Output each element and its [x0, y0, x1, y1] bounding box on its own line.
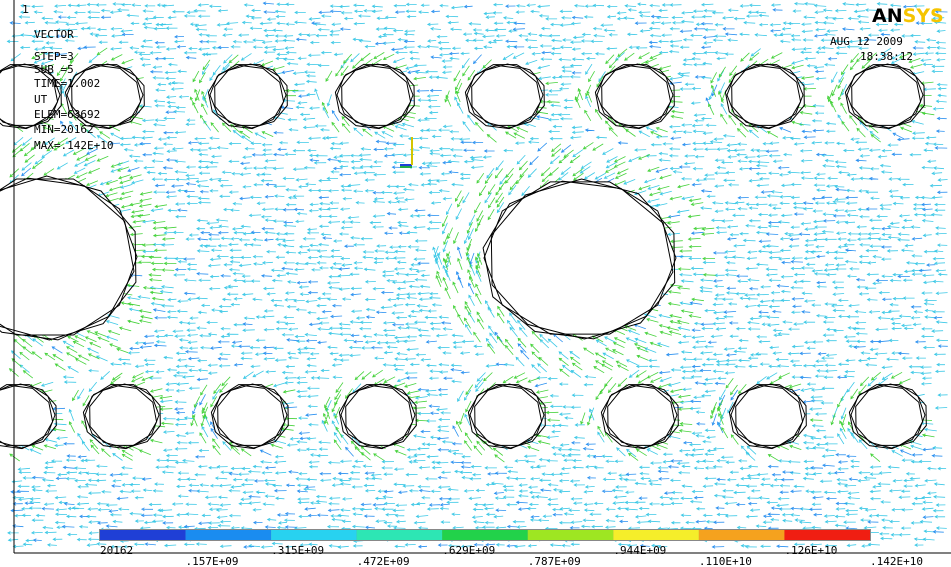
info-line: TIME=1.002: [34, 77, 100, 90]
info-line: UT: [34, 93, 48, 106]
date: AUG 12 2009: [830, 35, 903, 48]
info-line: MAX=.142E+10: [34, 139, 113, 152]
legend-label: .944E+09: [613, 544, 666, 557]
legend-label: .472E+09: [357, 555, 410, 567]
hole-outline: [728, 384, 804, 450]
logo: ANSYS: [872, 5, 944, 27]
legend-swatch: [613, 530, 699, 540]
legend-label: .126E+10: [784, 544, 837, 557]
arrows-blue: [9, 1, 948, 549]
legend-swatch: [185, 530, 272, 540]
hole-outline: [0, 175, 137, 341]
legend: 20162 .315E+09 .629E+09 .944E+09 .126E+10 .15…: [99, 529, 923, 567]
logo-sys: SYS: [903, 5, 944, 27]
hole-outline: [82, 384, 158, 450]
hole-outline: [848, 384, 924, 450]
legend-label: .787E+09: [528, 555, 581, 567]
legend-label: 20162: [100, 544, 133, 557]
legend-swatch: [784, 530, 870, 540]
hole-outline: [483, 181, 677, 335]
hole-outline: [0, 177, 135, 341]
legend-label: .110E+10: [699, 555, 752, 567]
legend-swatch: [698, 530, 785, 540]
hole-outline: [334, 64, 412, 130]
hole-outline: [338, 384, 414, 450]
legend-swatch: [527, 530, 614, 540]
hole-outline: [464, 64, 542, 130]
legend-label: .629E+09: [442, 544, 495, 557]
hole-outline: [724, 64, 802, 130]
legend-swatch: [100, 530, 186, 540]
hole-outline: [467, 384, 543, 450]
hole-outline: [64, 64, 142, 130]
hole-outline: [594, 64, 672, 130]
hole-outline: [600, 384, 676, 450]
legend-swatch: [442, 530, 528, 540]
hole-outline: [210, 384, 286, 450]
legend-swatch: [356, 530, 443, 540]
window-number: 1: [22, 3, 29, 16]
holes: [0, 63, 927, 450]
hole-outline: [482, 180, 674, 340]
info-line: VECTOR: [34, 28, 74, 41]
hole-outline: [490, 178, 676, 340]
hole-outline: [207, 64, 285, 130]
time: 18:38:12: [860, 50, 913, 63]
arrows-cyan: [6, 1, 949, 549]
info-line: ELEM=63692: [34, 108, 100, 121]
info-line: SUB =5: [34, 63, 74, 76]
hole-outline: [0, 384, 54, 450]
legend-label: .315E+09: [271, 544, 324, 557]
hole-outline: [0, 64, 59, 130]
logo-an: AN: [872, 5, 903, 27]
hole-outline: [0, 178, 138, 336]
info-line: MIN=20162: [34, 123, 94, 136]
hole-outline: [844, 64, 922, 130]
info-line: STEP=3: [34, 50, 74, 63]
legend-label: .157E+09: [186, 555, 239, 567]
axis-triad: [400, 137, 413, 168]
legend-swatch: [271, 530, 357, 540]
legend-label: .142E+10: [870, 555, 923, 567]
